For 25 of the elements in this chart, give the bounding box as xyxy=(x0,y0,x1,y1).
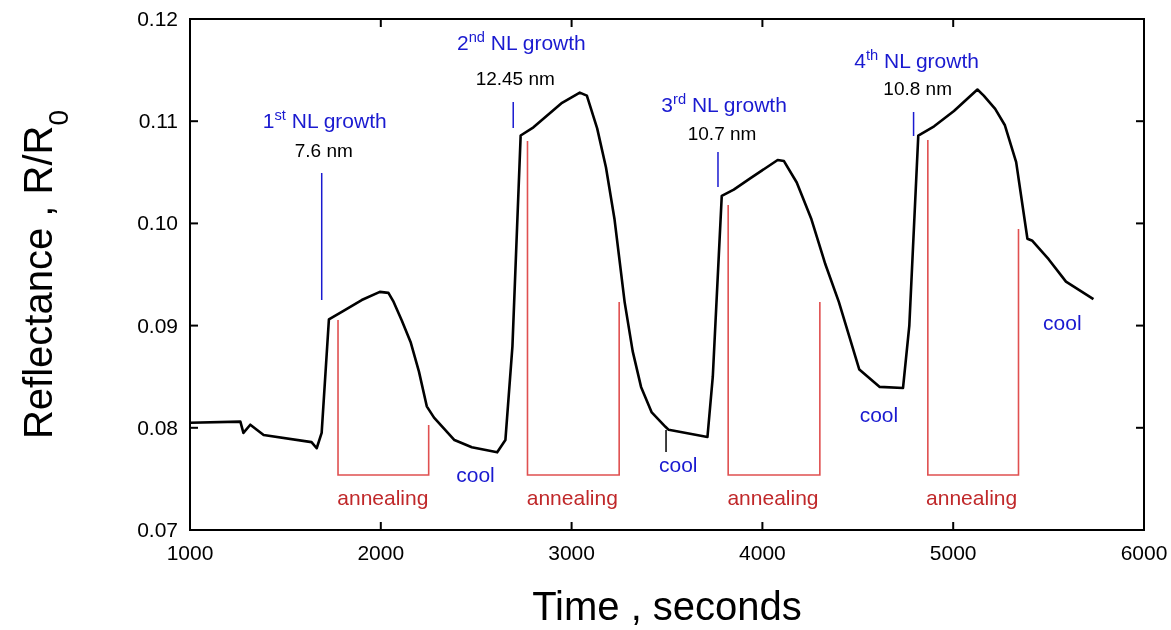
annotation: 2$^{nd}$ NL growth 12.45 nm xyxy=(456,29,586,89)
annotation: annealing xyxy=(926,486,1018,509)
x-axis-title: Time , seconds xyxy=(532,584,802,628)
x-tick-label: 6000 xyxy=(1120,541,1168,564)
annotation: annealing xyxy=(337,486,429,509)
annotation: cool xyxy=(456,463,495,486)
y-tick-label: 0.07 xyxy=(137,518,178,541)
annotation: annealing xyxy=(727,486,819,509)
y-tick-label: 0.11 xyxy=(138,109,178,133)
x-tick-label: 3000 xyxy=(548,541,595,564)
annotation: cool xyxy=(1043,311,1082,334)
annotation: cool xyxy=(658,453,698,476)
x-tick-label: 4000 xyxy=(739,541,786,564)
x-tick-label: 1000 xyxy=(166,541,214,564)
annotation: cool xyxy=(859,403,899,426)
x-tick-label: 2000 xyxy=(357,541,405,564)
annotation: 1$^{st}$ NL growth 7.6 nm xyxy=(262,107,387,161)
x-tick-label: 5000 xyxy=(929,541,977,564)
y-tick-label: 0.08 xyxy=(137,415,178,439)
annotation: 4$^{th}$ NL growth 10.8 nm xyxy=(854,47,979,99)
y-tick-label: 0.12 xyxy=(137,7,178,30)
annotation: 3$^{rd}$ NL growth 10.7 nm xyxy=(661,91,787,144)
y-tick-label: 0.10 xyxy=(137,211,178,235)
y-tick-label: 0.09 xyxy=(137,313,178,337)
annotation: annealing xyxy=(526,486,618,509)
